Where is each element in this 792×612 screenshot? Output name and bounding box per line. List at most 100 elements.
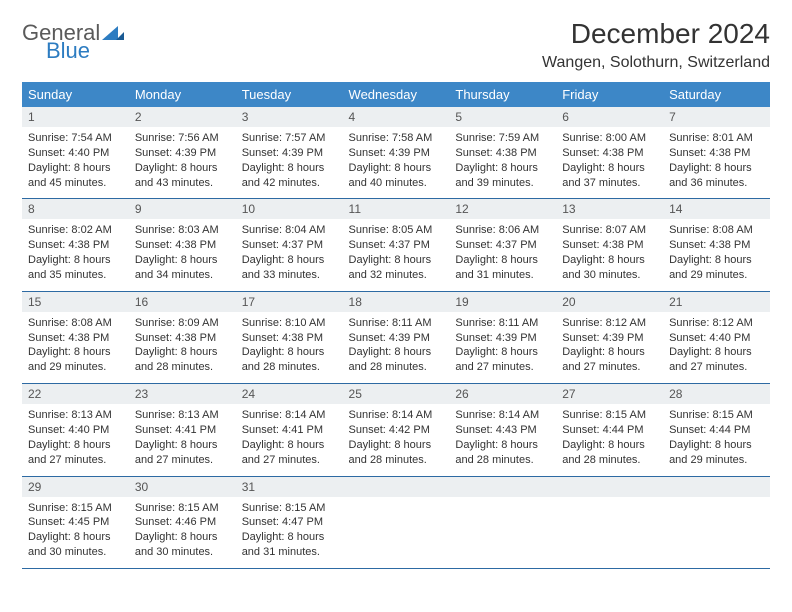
sunset-line: Sunset: 4:39 PM: [242, 146, 337, 161]
calendar-day-cell: 5Sunrise: 7:59 AMSunset: 4:38 PMDaylight…: [449, 107, 556, 199]
sunrise-line: Sunrise: 7:54 AM: [28, 131, 123, 146]
sunrise-line: Sunrise: 8:15 AM: [242, 501, 337, 516]
day-details: Sunrise: 8:13 AMSunset: 4:41 PMDaylight:…: [129, 404, 236, 475]
daylight-line: Daylight: 8 hours and 34 minutes.: [135, 253, 230, 283]
sunset-line: Sunset: 4:38 PM: [562, 146, 657, 161]
day-details: Sunrise: 8:03 AMSunset: 4:38 PMDaylight:…: [129, 219, 236, 290]
sunset-line: Sunset: 4:45 PM: [28, 515, 123, 530]
daylight-line: Daylight: 8 hours and 45 minutes.: [28, 161, 123, 191]
daylight-line: Daylight: 8 hours and 30 minutes.: [562, 253, 657, 283]
sunset-line: Sunset: 4:44 PM: [669, 423, 764, 438]
day-number: 27: [556, 384, 663, 404]
sunset-line: Sunset: 4:41 PM: [135, 423, 230, 438]
calendar-day-cell: 14Sunrise: 8:08 AMSunset: 4:38 PMDayligh…: [663, 199, 770, 291]
calendar-day-cell: 25Sunrise: 8:14 AMSunset: 4:42 PMDayligh…: [343, 384, 450, 476]
calendar-week-row: 22Sunrise: 8:13 AMSunset: 4:40 PMDayligh…: [22, 384, 770, 476]
day-details: Sunrise: 8:04 AMSunset: 4:37 PMDaylight:…: [236, 219, 343, 290]
day-number: 28: [663, 384, 770, 404]
sunrise-line: Sunrise: 8:02 AM: [28, 223, 123, 238]
day-details: Sunrise: 8:08 AMSunset: 4:38 PMDaylight:…: [663, 219, 770, 290]
calendar-day-cell: 7Sunrise: 8:01 AMSunset: 4:38 PMDaylight…: [663, 107, 770, 199]
sunset-line: Sunset: 4:37 PM: [349, 238, 444, 253]
calendar-day-cell: 16Sunrise: 8:09 AMSunset: 4:38 PMDayligh…: [129, 291, 236, 383]
calendar-day-cell: 6Sunrise: 8:00 AMSunset: 4:38 PMDaylight…: [556, 107, 663, 199]
sunset-line: Sunset: 4:39 PM: [455, 331, 550, 346]
brand-logo: General Blue: [22, 18, 124, 62]
weekday-header: Friday: [556, 82, 663, 107]
sunset-line: Sunset: 4:39 PM: [349, 331, 444, 346]
sunset-line: Sunset: 4:40 PM: [28, 423, 123, 438]
sunrise-line: Sunrise: 7:58 AM: [349, 131, 444, 146]
calendar-day-cell: 28Sunrise: 8:15 AMSunset: 4:44 PMDayligh…: [663, 384, 770, 476]
sunset-line: Sunset: 4:38 PM: [28, 238, 123, 253]
calendar-day-cell: 12Sunrise: 8:06 AMSunset: 4:37 PMDayligh…: [449, 199, 556, 291]
day-details: Sunrise: 8:00 AMSunset: 4:38 PMDaylight:…: [556, 127, 663, 198]
day-details: Sunrise: 8:09 AMSunset: 4:38 PMDaylight:…: [129, 312, 236, 383]
sunrise-line: Sunrise: 8:08 AM: [28, 316, 123, 331]
calendar-day-cell: 8Sunrise: 8:02 AMSunset: 4:38 PMDaylight…: [22, 199, 129, 291]
daylight-line: Daylight: 8 hours and 28 minutes.: [242, 345, 337, 375]
day-details: Sunrise: 8:12 AMSunset: 4:40 PMDaylight:…: [663, 312, 770, 383]
calendar-day-cell: 1Sunrise: 7:54 AMSunset: 4:40 PMDaylight…: [22, 107, 129, 199]
calendar-week-row: 29Sunrise: 8:15 AMSunset: 4:45 PMDayligh…: [22, 476, 770, 568]
calendar-week-row: 8Sunrise: 8:02 AMSunset: 4:38 PMDaylight…: [22, 199, 770, 291]
sunrise-line: Sunrise: 8:09 AM: [135, 316, 230, 331]
day-number: 7: [663, 107, 770, 127]
weekday-header: Sunday: [22, 82, 129, 107]
daylight-line: Daylight: 8 hours and 29 minutes.: [28, 345, 123, 375]
sunrise-line: Sunrise: 8:06 AM: [455, 223, 550, 238]
calendar-day-cell: 3Sunrise: 7:57 AMSunset: 4:39 PMDaylight…: [236, 107, 343, 199]
calendar-day-cell: 4Sunrise: 7:58 AMSunset: 4:39 PMDaylight…: [343, 107, 450, 199]
daylight-line: Daylight: 8 hours and 27 minutes.: [455, 345, 550, 375]
day-number: 19: [449, 292, 556, 312]
sunrise-line: Sunrise: 8:14 AM: [349, 408, 444, 423]
day-details: Sunrise: 8:15 AMSunset: 4:45 PMDaylight:…: [22, 497, 129, 568]
calendar-day-cell: 29Sunrise: 8:15 AMSunset: 4:45 PMDayligh…: [22, 476, 129, 568]
sunset-line: Sunset: 4:41 PM: [242, 423, 337, 438]
sunrise-line: Sunrise: 8:01 AM: [669, 131, 764, 146]
sunset-line: Sunset: 4:38 PM: [28, 331, 123, 346]
sunrise-line: Sunrise: 8:13 AM: [28, 408, 123, 423]
day-number: 12: [449, 199, 556, 219]
daylight-line: Daylight: 8 hours and 27 minutes.: [669, 345, 764, 375]
calendar-week-row: 1Sunrise: 7:54 AMSunset: 4:40 PMDaylight…: [22, 107, 770, 199]
calendar-empty-cell: [663, 476, 770, 568]
calendar-empty-cell: [556, 476, 663, 568]
daylight-line: Daylight: 8 hours and 30 minutes.: [28, 530, 123, 560]
day-number: 14: [663, 199, 770, 219]
sunset-line: Sunset: 4:38 PM: [135, 238, 230, 253]
calendar-day-cell: 20Sunrise: 8:12 AMSunset: 4:39 PMDayligh…: [556, 291, 663, 383]
calendar-day-cell: 24Sunrise: 8:14 AMSunset: 4:41 PMDayligh…: [236, 384, 343, 476]
daylight-line: Daylight: 8 hours and 35 minutes.: [28, 253, 123, 283]
calendar-day-cell: 26Sunrise: 8:14 AMSunset: 4:43 PMDayligh…: [449, 384, 556, 476]
daylight-line: Daylight: 8 hours and 27 minutes.: [242, 438, 337, 468]
month-title: December 2024: [542, 18, 770, 50]
calendar-empty-cell: [449, 476, 556, 568]
day-details: Sunrise: 8:13 AMSunset: 4:40 PMDaylight:…: [22, 404, 129, 475]
sunrise-line: Sunrise: 8:04 AM: [242, 223, 337, 238]
calendar-day-cell: 27Sunrise: 8:15 AMSunset: 4:44 PMDayligh…: [556, 384, 663, 476]
weekday-header: Thursday: [449, 82, 556, 107]
day-details: Sunrise: 7:57 AMSunset: 4:39 PMDaylight:…: [236, 127, 343, 198]
daylight-line: Daylight: 8 hours and 43 minutes.: [135, 161, 230, 191]
calendar-day-cell: 9Sunrise: 8:03 AMSunset: 4:38 PMDaylight…: [129, 199, 236, 291]
daylight-line: Daylight: 8 hours and 29 minutes.: [669, 253, 764, 283]
sunset-line: Sunset: 4:37 PM: [455, 238, 550, 253]
day-number: 21: [663, 292, 770, 312]
daylight-line: Daylight: 8 hours and 31 minutes.: [242, 530, 337, 560]
day-details: Sunrise: 8:11 AMSunset: 4:39 PMDaylight:…: [449, 312, 556, 383]
weekday-header: Saturday: [663, 82, 770, 107]
calendar-day-cell: 17Sunrise: 8:10 AMSunset: 4:38 PMDayligh…: [236, 291, 343, 383]
sunrise-line: Sunrise: 8:12 AM: [669, 316, 764, 331]
day-details: Sunrise: 7:58 AMSunset: 4:39 PMDaylight:…: [343, 127, 450, 198]
calendar-day-cell: 2Sunrise: 7:56 AMSunset: 4:39 PMDaylight…: [129, 107, 236, 199]
sunrise-line: Sunrise: 8:00 AM: [562, 131, 657, 146]
calendar-day-cell: 15Sunrise: 8:08 AMSunset: 4:38 PMDayligh…: [22, 291, 129, 383]
day-number: 26: [449, 384, 556, 404]
day-number: 30: [129, 477, 236, 497]
day-details: Sunrise: 8:15 AMSunset: 4:44 PMDaylight:…: [556, 404, 663, 475]
day-details: Sunrise: 8:06 AMSunset: 4:37 PMDaylight:…: [449, 219, 556, 290]
daylight-line: Daylight: 8 hours and 37 minutes.: [562, 161, 657, 191]
sunrise-line: Sunrise: 8:15 AM: [562, 408, 657, 423]
day-details: Sunrise: 8:15 AMSunset: 4:46 PMDaylight:…: [129, 497, 236, 568]
